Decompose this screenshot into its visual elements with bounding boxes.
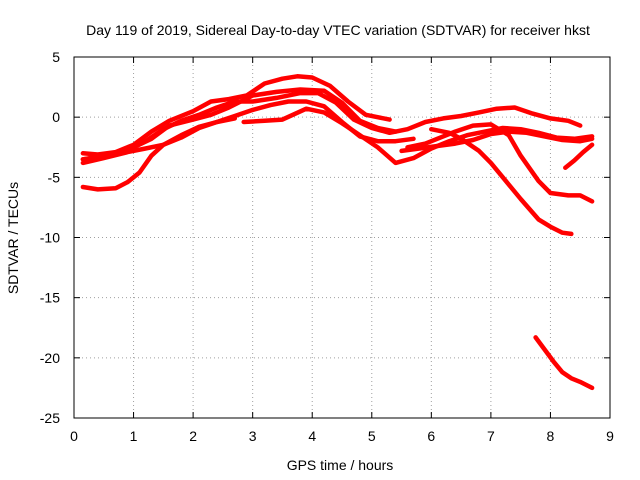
series-line-sat-g — [399, 129, 595, 154]
x-tick-label: 3 — [249, 428, 257, 444]
x-tick-label: 7 — [487, 428, 495, 444]
chart-title: Day 119 of 2019, Sidereal Day-to-day VTE… — [86, 22, 590, 38]
y-tick-label: -25 — [40, 410, 60, 426]
x-tick-label: 0 — [70, 428, 78, 444]
x-tick-label: 4 — [308, 428, 316, 444]
x-tick-label: 2 — [189, 428, 197, 444]
y-tick-label: -15 — [40, 290, 60, 306]
y-axis-label: SDTVAR / TECUs — [5, 182, 21, 294]
x-tick-label: 6 — [427, 428, 435, 444]
series-line-sat-h — [405, 122, 595, 204]
series-layer — [80, 74, 595, 391]
series-line-sat-k — [533, 335, 595, 391]
x-tick-label: 1 — [130, 428, 138, 444]
series-line-sat-i — [429, 126, 574, 237]
y-tick-label: 5 — [52, 49, 60, 65]
series-line-sat-f — [241, 106, 595, 166]
y-tick-label: -5 — [48, 169, 61, 185]
x-axis-label: GPS time / hours — [287, 457, 394, 473]
x-tick-label: 5 — [368, 428, 376, 444]
y-tick-label: 0 — [52, 109, 60, 125]
series-line-sat-j — [563, 142, 595, 170]
y-tick-label: -20 — [40, 350, 60, 366]
y-tick-label: -10 — [40, 230, 60, 246]
x-tick-label: 9 — [606, 428, 614, 444]
series-line-sat-c — [80, 90, 583, 162]
x-tick-label: 8 — [547, 428, 555, 444]
series-line-sat-e — [80, 116, 238, 192]
axis-ticks: 0 1 2 3 4 5 6 7 8 9 -25 -20 -15 -10 -5 0 5 — [40, 49, 614, 444]
